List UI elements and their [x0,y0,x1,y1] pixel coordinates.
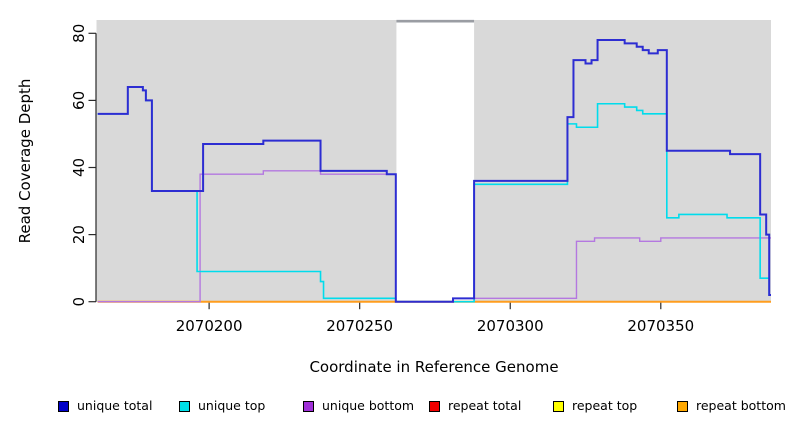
y-tick-label: 20 [70,225,88,244]
legend-label: unique total [77,398,153,413]
x-tick-label: 2070200 [176,317,243,335]
legend-label: unique bottom [322,398,415,413]
legend-swatch-unique-bottom [303,400,314,412]
legend-item-unique-bottom: unique bottom [303,399,414,413]
legend-label: unique top [198,398,266,413]
legend-label: repeat top [572,398,638,413]
legend-swatch-unique-top [179,400,190,412]
y-tick-label: 0 [70,297,88,307]
legend-swatch-repeat-top [553,400,564,412]
legend-item-repeat-top: repeat top [553,399,637,413]
y-tick-label: 40 [70,158,88,177]
legend-swatch-unique-total [58,400,69,412]
legend-swatch-repeat-total [429,400,440,412]
plot-canvas: 0 20 40 60 80 2070200 2070250 2070300 2070350 [70,19,771,335]
legend-item-repeat-total: repeat total [429,399,521,413]
legend-label: repeat bottom [696,398,786,413]
shaded-region-1 [96,20,397,302]
legend-item-unique-top: unique top [179,399,265,413]
x-tick-label: 2070350 [627,317,694,335]
series-line-unique-total [97,39,771,303]
y-tick-label: 60 [70,91,88,110]
x-tick-label: 2070250 [326,317,393,335]
legend-item-unique-total: unique total [58,399,152,413]
legend-item-repeat-bottom: repeat bottom [677,399,786,413]
y-axis-title: Read Coverage Depth [16,78,34,244]
legend-swatch-repeat-bottom [677,400,688,412]
shaded-region-2 [474,20,771,302]
y-tick-label: 80 [70,24,88,43]
legend-label: repeat total [448,398,522,413]
x-axis-title: Coordinate in Reference Genome [309,358,559,376]
x-tick-label: 2070300 [477,317,544,335]
